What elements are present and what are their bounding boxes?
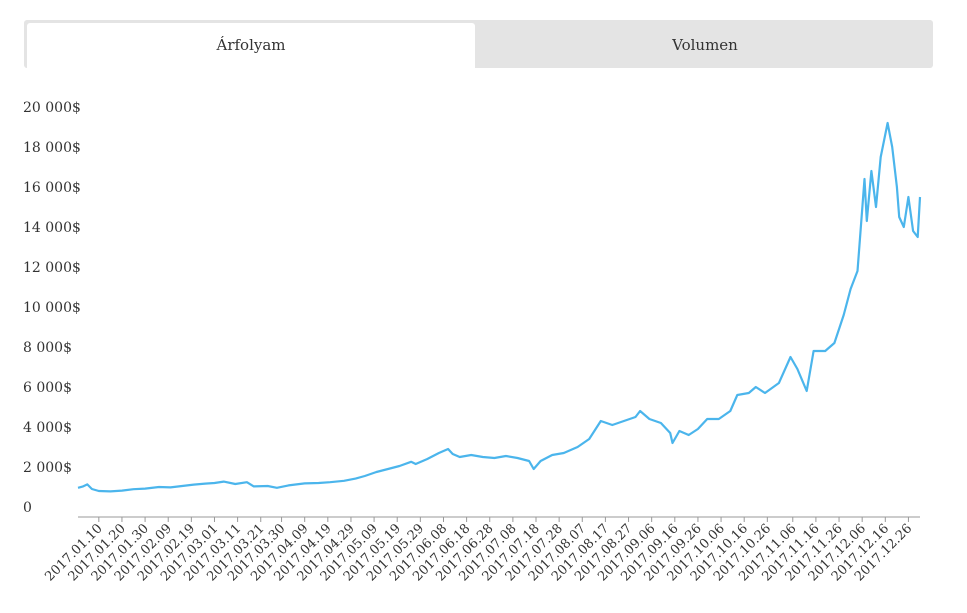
series-line bbox=[77, 121, 922, 493]
tab-arfolyam[interactable]: Árfolyam bbox=[27, 23, 475, 68]
y-tick-label: 18 000$ bbox=[23, 140, 81, 156]
y-tick-label: 2 000$ bbox=[23, 460, 72, 476]
y-tick-label: 10 000$ bbox=[23, 300, 81, 316]
y-tick-label: 0 bbox=[23, 500, 32, 516]
y-tick-label: 8 000$ bbox=[23, 340, 72, 356]
tab-bar: Árfolyam Volumen bbox=[24, 20, 933, 68]
tab-volumen[interactable]: Volumen bbox=[672, 36, 738, 54]
x-axis-ticks: 2017.01.102017.01.202017.01.302017.02.09… bbox=[42, 517, 915, 584]
y-axis-ticks: 0 2 000$ 4 000$ 6 000$ 8 000$ 10 000$ 12 000$ 1… bbox=[23, 100, 81, 516]
y-tick-label: 16 000$ bbox=[23, 180, 81, 196]
y-tick-label: 14 000$ bbox=[23, 220, 81, 236]
y-tick-label: 4 000$ bbox=[23, 420, 72, 436]
y-tick-label: 20 000$ bbox=[23, 100, 81, 116]
y-tick-label: 6 000$ bbox=[23, 380, 72, 396]
y-tick-label: 12 000$ bbox=[23, 260, 81, 276]
